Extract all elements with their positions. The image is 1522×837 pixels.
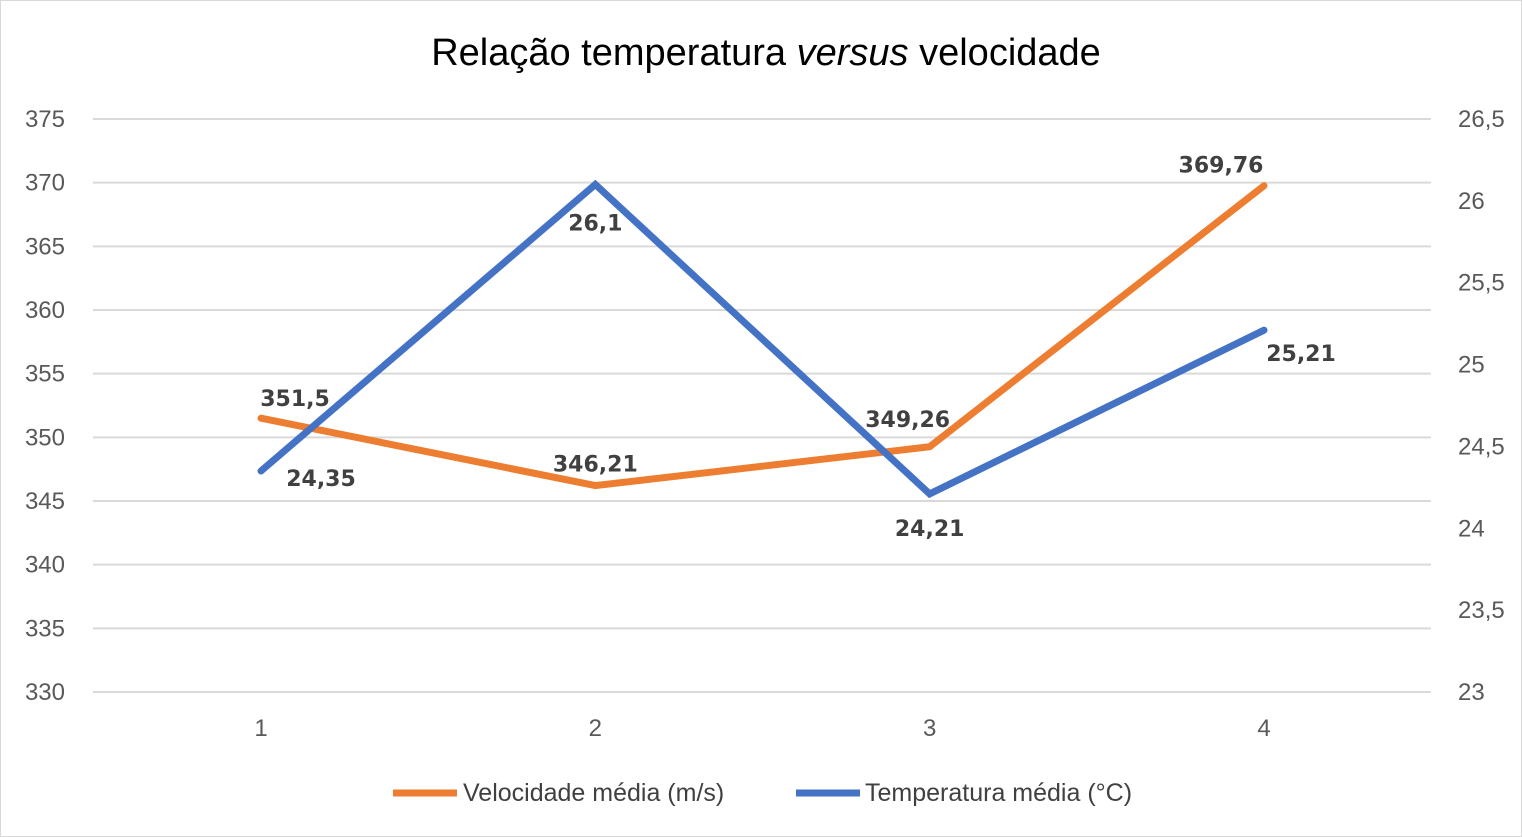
legend-label: Velocidade média (m/s) (463, 779, 724, 807)
data-label: 369,76 (1179, 154, 1264, 179)
data-label: 25,21 (1266, 342, 1336, 367)
data-label: 26,1 (568, 211, 622, 236)
series-line-2 (257, 179, 1268, 499)
left-tick-label: 330 (25, 679, 65, 706)
right-tick-label: 25,5 (1458, 270, 1505, 297)
x-axis-ticks: 1 2 3 4 (254, 715, 1270, 742)
right-tick-label: 23,5 (1458, 597, 1505, 624)
right-tick-label: 25 (1458, 352, 1485, 379)
gridlines (93, 118, 1431, 693)
left-tick-label: 335 (25, 615, 65, 642)
series-lines (257, 179, 1268, 499)
x-tick-label: 2 (589, 715, 602, 742)
left-tick-label: 360 (25, 297, 65, 324)
x-tick-label: 4 (1257, 715, 1270, 742)
right-tick-label: 24 (1458, 515, 1485, 542)
title-part-1: Relação temperatura (431, 32, 796, 74)
left-axis-ticks: 330 335 340 345 350 355 360 365 370 375 (25, 106, 65, 706)
right-tick-label: 26 (1458, 188, 1485, 215)
series-line-1 (257, 182, 1268, 490)
x-tick-label: 3 (923, 715, 936, 742)
right-tick-label: 23 (1458, 679, 1485, 706)
title-part-2: versus (797, 32, 909, 74)
data-label: 351,5 (260, 387, 330, 412)
left-tick-label: 355 (25, 361, 65, 388)
chart-title: Relação temperatura versus velocidade (431, 32, 1101, 74)
data-label: 24,35 (286, 467, 356, 492)
data-labels: 351,5 346,21 349,26 369,76 24,35 26,1 24,21 25,… (260, 154, 1336, 542)
left-tick-label: 365 (25, 233, 65, 260)
title-part-3: velocidade (909, 32, 1101, 74)
left-tick-label: 375 (25, 106, 65, 133)
x-tick-label: 1 (254, 715, 267, 742)
right-axis-ticks: 23 23,5 24 24,5 25 25,5 26 26,5 (1458, 106, 1505, 706)
left-tick-label: 350 (25, 424, 65, 451)
legend: Velocidade média (m/s) Temperatura média … (393, 779, 1132, 807)
data-label: 24,21 (895, 517, 965, 542)
data-label: 349,26 (865, 408, 950, 433)
legend-label: Temperatura média (°C) (865, 779, 1132, 807)
left-tick-label: 345 (25, 488, 65, 515)
left-tick-label: 340 (25, 552, 65, 579)
left-tick-label: 370 (25, 170, 65, 197)
data-label: 346,21 (553, 453, 638, 478)
right-tick-label: 26,5 (1458, 106, 1505, 133)
right-tick-label: 24,5 (1458, 433, 1505, 460)
